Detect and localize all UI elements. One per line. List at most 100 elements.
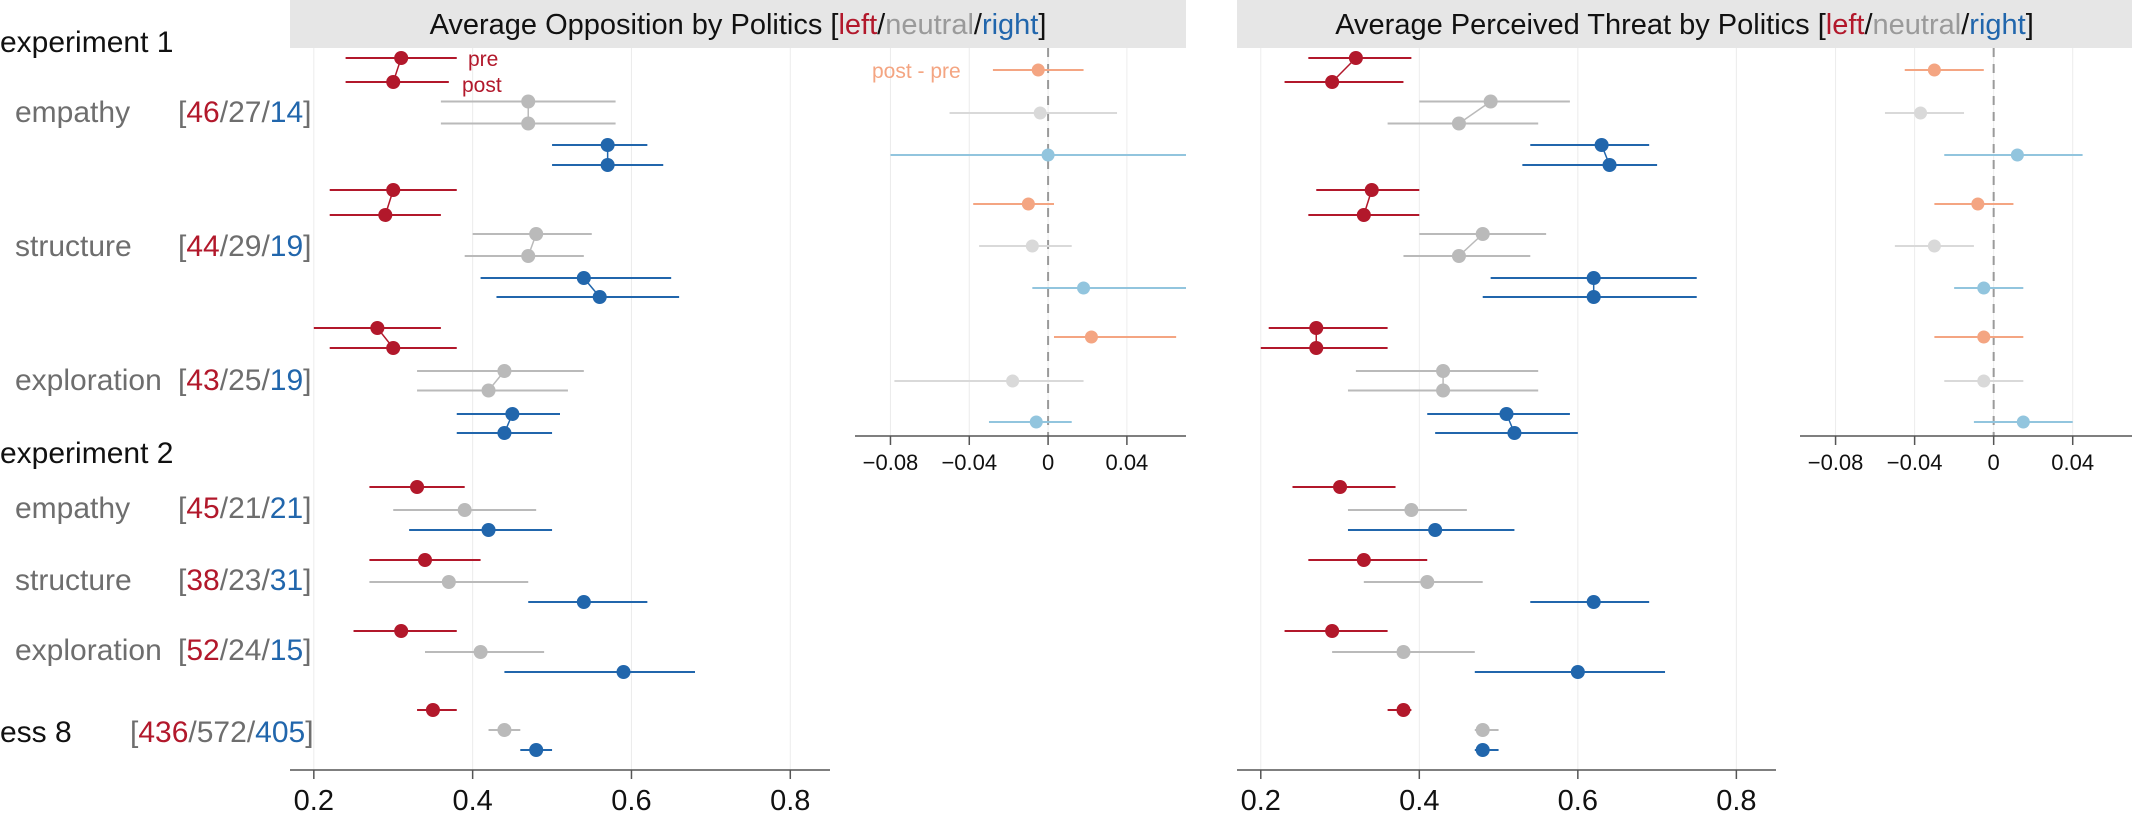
legend-post-minus-pre: post - pre [872,60,961,83]
point-neutral-post [521,249,536,263]
chart-title-2: Average Perceived Threat by Politics [le… [1335,9,2034,41]
diff-point-right [1077,281,1091,295]
title-bar-0 [290,0,1186,48]
diff-point-neutral [1006,374,1020,388]
count-part: 21 [270,492,303,525]
count-part: / [261,564,270,597]
diff-point-right [1977,281,1991,295]
count-part: / [261,230,270,263]
point-left-pre [1309,321,1324,335]
row-counts: [38/23/31] [178,564,312,597]
count-part: 19 [270,230,303,263]
count-part: [ [178,96,187,129]
point-neutral [457,503,472,517]
row-label: structure [15,230,132,263]
point-left-post [1309,341,1324,355]
title-word-right: right [982,9,1038,41]
point-neutral-post [1451,249,1466,263]
row-counts: [45/21/21] [178,492,312,525]
point-right-post [1507,426,1522,440]
panel-0: 0.2 0.4 0.6 0.8 [290,48,830,817]
point-left-post [378,208,393,222]
count-part: / [220,96,229,129]
point-neutral-pre [1475,227,1490,241]
x-tick-label: 0.4 [1399,785,1439,817]
diff-point-left [1977,330,1991,344]
x-tick-label: 0.8 [770,785,810,817]
point-neutral-pre [497,364,512,378]
x-tick-label: −0.04 [1887,450,1943,475]
title-slash: / [1864,9,1873,41]
title-word-neutral: neutral [1873,9,1962,41]
title-word-neutral: neutral [885,9,974,41]
diff-point-left [1927,63,1941,77]
point-left [1333,480,1348,494]
row-counts: [43/25/19] [178,364,312,397]
point-right [576,595,591,609]
panel-2: 0.2 0.4 0.6 0.8 [1237,48,1776,817]
row-label: structure [15,564,132,597]
point-left [1325,624,1340,638]
title-suffix: ] [1038,9,1046,41]
diff-point-right [1029,415,1043,429]
point-neutral [1420,575,1435,589]
x-tick-label: 0.2 [294,785,334,817]
legend-pre: pre [468,48,498,71]
diff-point-left [1971,197,1985,211]
count-part: 31 [270,564,303,597]
point-left-pre [370,321,385,335]
point-right-pre [1499,407,1514,421]
group-label: experiment 2 [0,437,173,470]
diff-point-right [2016,415,2030,429]
count-part: / [220,634,229,667]
count-part: [ [178,634,187,667]
diff-point-right [1041,148,1055,162]
x-tick-label: −0.08 [1808,450,1864,475]
point-left-pre [386,183,401,197]
point-left-pre [1364,183,1379,197]
point-right-pre [1586,271,1601,285]
point-right [481,523,496,537]
panel-1: −0.08 −0.04 0 0.04 [855,48,1186,475]
group-label: experiment 1 [0,26,173,59]
x-tick-label: 0.6 [1558,785,1598,817]
point-neutral [1475,723,1490,737]
point-left-post [1356,208,1371,222]
count-part: [ [178,364,187,397]
count-part: 24 [228,634,261,667]
point-neutral [1404,503,1419,517]
title-bar-2 [1237,0,2132,48]
title-slash: / [1961,9,1970,41]
x-tick-label: 0 [1988,450,2000,475]
row-label: empathy [15,96,130,129]
count-part: / [188,716,197,749]
count-part: / [220,364,229,397]
title-word-right: right [1969,9,2025,41]
point-left-pre [394,51,409,65]
count-part: / [261,634,270,667]
point-neutral-pre [529,227,544,241]
point-neutral-post [1451,116,1466,131]
point-left-post [386,75,401,89]
count-part: [ [178,564,187,597]
point-right-pre [576,271,591,285]
x-tick-label: 0.8 [1716,785,1756,817]
point-neutral-pre [1483,94,1498,109]
count-part: 15 [270,634,303,667]
diff-point-neutral [1914,106,1928,120]
point-neutral-post [481,383,496,398]
count-part: 14 [270,96,303,129]
count-part: 44 [186,230,219,263]
count-part: 436 [138,716,188,749]
point-neutral-post [1436,383,1451,398]
count-part: / [220,230,229,263]
point-right-post [1602,158,1617,172]
point-right [1570,665,1585,679]
legend-post: post [462,74,502,97]
chart-title-0: Average Opposition by Politics [left/neu… [430,9,1047,41]
x-tick-label: 0.2 [1241,785,1281,817]
count-part: [ [130,716,139,749]
x-tick-label: 0.6 [611,785,651,817]
title-suffix: ] [2026,9,2034,41]
point-neutral [497,723,512,737]
